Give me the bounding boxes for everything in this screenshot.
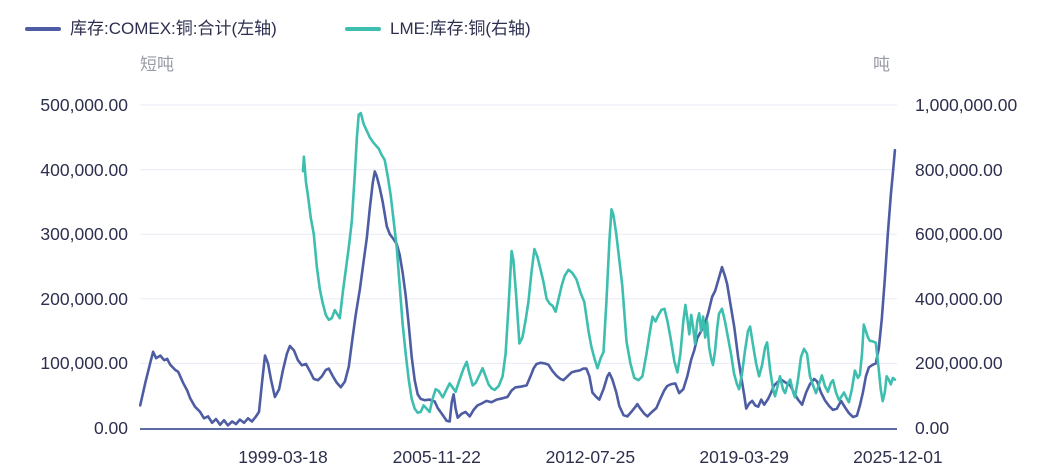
y-axis-right-tick-label: 0.00 (915, 418, 950, 438)
x-axis-tick-label: 2019-03-29 (699, 447, 789, 467)
x-axis-tick-label: 2025-12-01 (853, 447, 943, 467)
legend-label-comex: 库存:COMEX:铜:合计(左轴) (70, 19, 277, 38)
y-axis-left-tick-label: 400,000.00 (40, 159, 128, 180)
legend-item-lme[interactable]: LME:库存:铜(右轴) (345, 20, 531, 38)
y-axis-right-tick-label: 600,000.00 (915, 224, 1003, 245)
y-axis-left-tick-label: 200,000.00 (40, 288, 128, 309)
x-axis-tick-label: 2012-07-25 (545, 447, 636, 467)
legend-label-lme: LME:库存:铜(右轴) (390, 19, 531, 38)
y-axis-right-tick-label: 400,000.00 (915, 288, 1003, 309)
y-axis-left-tick-label: 300,000.00 (40, 224, 128, 245)
right-axis-unit: 吨 (873, 55, 890, 74)
lme-line-swatch (345, 27, 381, 31)
legend-item-comex[interactable]: 库存:COMEX:铜:合计(左轴) (25, 20, 277, 38)
x-axis-tick-label: 1999-03-18 (238, 447, 328, 467)
left-axis-unit: 短吨 (140, 55, 174, 74)
x-axis-tick-label: 2005-11-22 (392, 447, 481, 467)
lme-series-line (301, 111, 897, 415)
y-axis-left-tick-label: 100,000.00 (40, 353, 128, 374)
comex-line-swatch (25, 27, 61, 31)
y-axis-right-tick-label: 1,000,000.00 (915, 95, 1018, 115)
y-axis-left-tick-label: 500,000.00 (40, 95, 128, 115)
y-axis-right-tick-label: 800,000.00 (915, 159, 1003, 180)
y-axis-right-tick-label: 200,000.00 (915, 353, 1003, 374)
y-axis-left-tick-label: 0.00 (93, 418, 128, 438)
